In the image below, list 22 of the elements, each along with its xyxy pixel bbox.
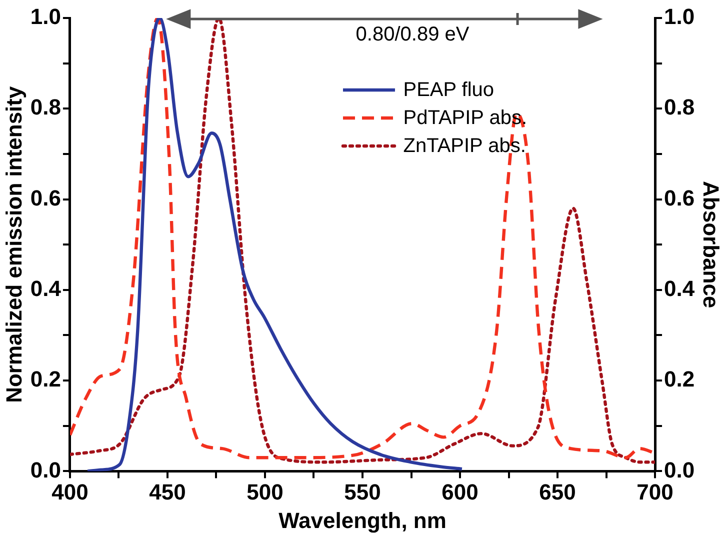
x-tick-label: 500 (246, 479, 284, 504)
y2-tick-label: 0.4 (664, 276, 696, 301)
y-axis-title: Normalized emission intensity (1, 86, 26, 403)
legend-label: PEAP fluo (403, 78, 494, 103)
y-tick-label: 0.2 (30, 366, 61, 392)
x-tick-label: 650 (539, 479, 576, 504)
y2-tick-label: 0.8 (664, 94, 695, 120)
y2-tick-label: 1.0 (664, 4, 695, 30)
annotation: 0.80/0.89 eV (356, 24, 470, 46)
y2-axis-title: Absorbance (698, 181, 724, 308)
x-tick-label: 550 (344, 479, 381, 504)
y2-tick-label: 0.6 (664, 185, 695, 210)
y-tick-label: 0.8 (30, 94, 61, 120)
legend-label: ZnTAPIP abs. (403, 134, 526, 159)
x-tick-label: 600 (442, 479, 478, 504)
legend-label: PdTAPIP abs. (403, 106, 528, 131)
y-tick-label: 0.6 (30, 185, 61, 210)
x-tick-label: 450 (149, 479, 186, 504)
x-axis-title: Wavelength, nm (278, 508, 446, 533)
y-tick-label: 0.4 (30, 276, 62, 301)
y-tick-label: 1.0 (30, 4, 61, 30)
y2-tick-label: 0.2 (664, 366, 695, 392)
